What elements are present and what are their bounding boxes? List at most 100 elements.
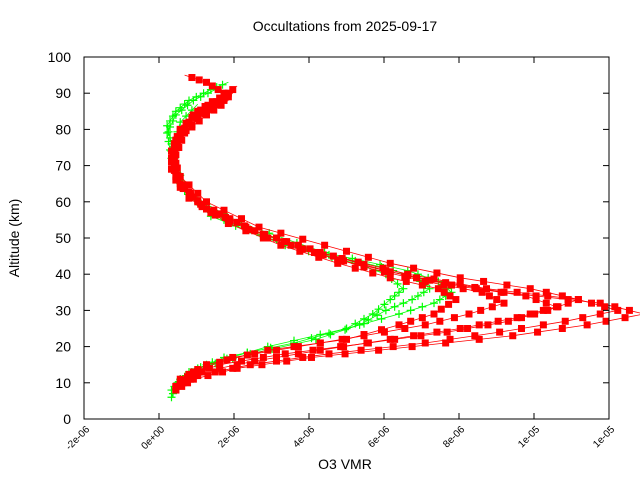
data-point [360,263,368,271]
data-point [425,284,434,293]
data-point [210,206,218,214]
tick-layer: -2e-06 0e+00 2e-06 4e-06 6e-06 8e-06 1e-05 1e-0… [48,49,618,453]
data-point [167,393,176,402]
data-point [216,361,224,369]
data-point [390,291,399,300]
data-point [251,350,259,358]
data-point [185,194,193,202]
data-point [456,325,464,332]
x-tick-label: 0e+00 [139,424,167,452]
data-point [309,346,317,354]
data-point [561,317,569,325]
data-point [433,328,441,336]
data-point [381,306,390,315]
data-point [326,330,335,339]
y-tick-label: 30 [55,302,71,318]
data-point [340,257,348,265]
data-point [210,106,218,114]
data-point [176,172,184,180]
data-point [390,302,399,311]
data-point [217,101,225,109]
data-point [421,277,429,285]
data-point [308,353,315,361]
data-point [172,168,180,176]
data-point [213,98,221,106]
data-point [413,291,422,300]
data-point [484,321,492,329]
data-point [264,234,272,242]
data-point [211,211,219,219]
data-point [194,107,202,115]
data-point [204,372,212,380]
data-point [203,361,210,369]
data-point [445,300,453,308]
data-point [258,361,266,369]
data-point [413,274,420,282]
data-point [296,247,304,255]
data-point [243,351,251,359]
data-point [380,300,389,309]
data-point [242,223,250,231]
data-point [596,299,604,307]
data-point [446,292,454,300]
data-point [307,334,316,343]
data-point [408,295,417,304]
data-point [544,292,552,300]
profile-line [171,85,506,387]
data-point [315,253,323,261]
data-point [513,288,521,296]
data-point [172,151,180,159]
data-point [534,328,542,336]
data-point [168,147,175,155]
data-point [532,292,540,300]
chart-title: Occultations from 2025-09-17 [253,18,438,34]
data-point [221,213,229,221]
data-point [281,350,289,358]
data-point [430,275,438,283]
data-point [471,332,479,340]
data-point [539,321,547,329]
data-point [364,316,373,325]
data-point [554,303,562,311]
data-point [170,156,178,164]
data-point [171,110,180,119]
data-point [294,350,302,358]
data-point [410,332,418,340]
data-point [373,311,382,320]
data-point [485,292,493,300]
x-tick-label: 1e-05 [591,424,617,450]
data-point [386,295,395,304]
data-point [440,288,448,296]
data-point [238,215,245,223]
data-point [316,339,324,347]
data-point [189,96,198,105]
data-point [401,325,409,332]
data-point [448,281,455,289]
x-tick-label: -2e-06 [64,424,93,453]
data-point [224,93,232,101]
data-point [393,279,402,288]
data-point [195,368,203,376]
data-point [472,285,480,293]
series-layer [163,74,640,402]
y-axis-label: Altitude (km) [6,199,22,278]
data-point [440,281,448,289]
data-point [583,321,591,329]
data-point [401,273,409,281]
data-point [277,229,285,237]
data-point [621,314,629,322]
data-point [596,310,604,318]
data-point [488,303,496,311]
series-square [168,74,640,394]
data-point [395,310,403,319]
x-axis-label: O3 VMR [318,456,372,472]
data-point [188,74,196,82]
data-point [343,247,350,255]
data-point [185,181,193,189]
data-point [287,241,295,249]
data-point [426,276,434,284]
data-point [421,339,429,347]
data-point [198,203,206,211]
data-point [211,368,219,376]
data-point [464,325,472,332]
